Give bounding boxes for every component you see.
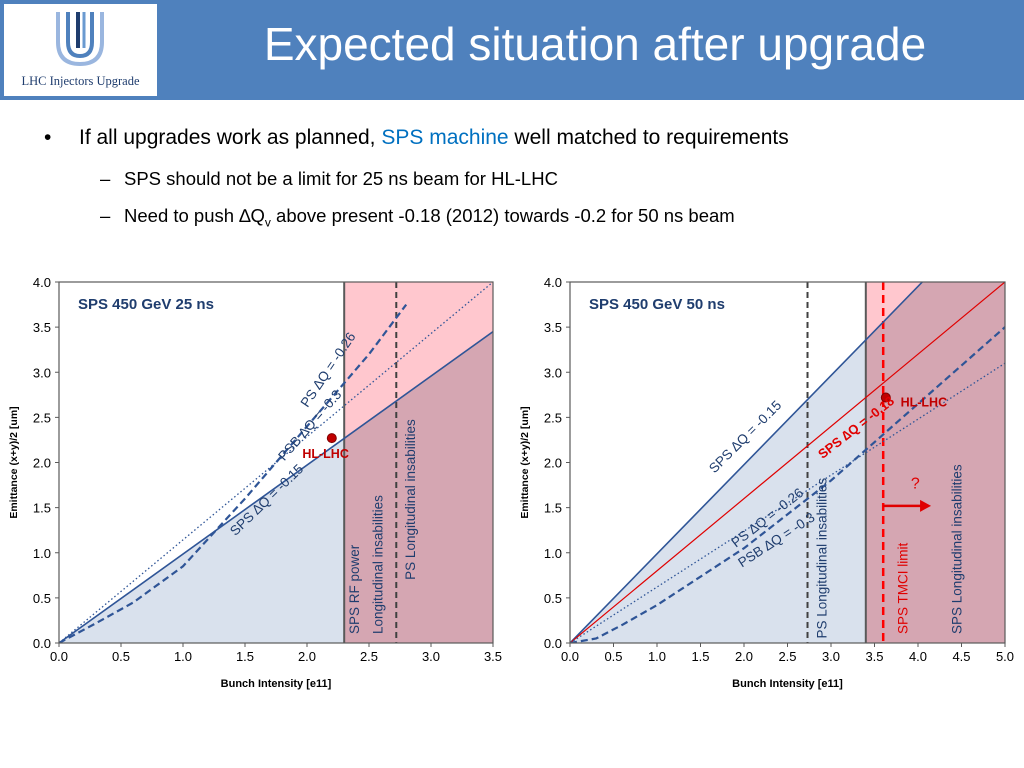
instability-overlap-fill <box>344 331 493 643</box>
logo-u-icon <box>56 12 104 67</box>
y-tick-label: 0.5 <box>33 591 51 606</box>
x-tick-label: 1.0 <box>174 649 192 664</box>
y-tick-label: 0.5 <box>544 591 562 606</box>
x-tick-label: 4.0 <box>909 649 927 664</box>
x-tick-label: 3.5 <box>865 649 883 664</box>
region-label-sps: SPS Longitudinal insabilities <box>950 464 965 634</box>
x-tick-label: 1.5 <box>236 649 254 664</box>
region-label-line2: Longitudinal insabilities <box>371 495 386 634</box>
sub-bullet-2-after: above present -0.18 (2012) towards -0.2 … <box>270 205 735 226</box>
title-bar: LHC Injectors Upgrade Expected situation… <box>0 0 1024 100</box>
y-tick-label: 3.5 <box>544 320 562 335</box>
series-line-0 <box>59 330 493 643</box>
x-tick-label: 5.0 <box>996 649 1014 664</box>
y-tick-label: 2.0 <box>544 456 562 471</box>
x-tick-label: 2.0 <box>735 649 753 664</box>
y-axis-label: Emittance (x+y)/2 [um] <box>519 406 531 518</box>
x-tick-label: 3.0 <box>422 649 440 664</box>
y-tick-label: 3.5 <box>33 320 51 335</box>
y-tick-label: 0.0 <box>33 636 51 651</box>
arrow-head-icon <box>920 499 932 512</box>
y-tick-label: 2.0 <box>33 456 51 471</box>
plot-area <box>59 282 493 643</box>
series-line-0 <box>570 282 923 643</box>
x-tick-label: 3.5 <box>484 649 502 664</box>
x-tick-label: 0.5 <box>112 649 130 664</box>
y-tick-label: 3.0 <box>544 365 562 380</box>
vline-label-tmci: SPS TMCI limit <box>896 542 911 634</box>
sub-bullet-2-text: Need to push ∆Qv above present -0.18 (20… <box>124 205 735 230</box>
bullet-dot: • <box>44 126 52 149</box>
y-tick-label: 0.0 <box>544 636 562 651</box>
x-tick-label: 3.0 <box>822 649 840 664</box>
bullet-main-highlight: SPS machine <box>381 126 509 149</box>
sub-bullet-dash: – <box>100 168 111 189</box>
y-tick-label: 1.5 <box>33 501 51 516</box>
y-tick-label: 1.5 <box>544 501 562 516</box>
annotation-question: ? <box>911 476 920 493</box>
series-line-2 <box>570 326 1005 643</box>
lhc-injectors-upgrade-logo: LHC Injectors Upgrade <box>4 4 157 96</box>
logo-text: LHC Injectors Upgrade <box>21 74 140 88</box>
chart-title: SPS 450 GeV 25 ns <box>78 296 214 313</box>
sub-bullet-1-text: SPS should not be a limit for 25 ns beam… <box>124 168 558 189</box>
chart-25ns: 0.0 0.5 1.0 1.5 2.0 2.5 3.0 3.5 0.0 0.5 1.0 1.5 2.0 2… <box>8 275 502 690</box>
point-label-hl-lhc: HL-LHC <box>901 396 948 410</box>
series-line-1 <box>570 282 1005 643</box>
vline-label-ps: PS Longitudinal insabilities <box>815 478 830 639</box>
vline-label-ps: PS Longitudinal insabilities <box>403 419 418 580</box>
y-tick-label: 3.0 <box>33 365 51 380</box>
x-tick-label: 0.0 <box>561 649 579 664</box>
y-tick-label: 4.0 <box>33 275 51 290</box>
x-axis-label: Bunch Intensity [e11] <box>221 678 332 690</box>
region-label-line1: SPS RF power <box>347 544 362 634</box>
y-tick-label: 1.0 <box>544 546 562 561</box>
x-tick-label: 1.0 <box>648 649 666 664</box>
y-axis-label: Emittance (x+y)/2 [um] <box>8 406 20 518</box>
sub-bullet-dash: – <box>100 205 111 226</box>
bullet-main-suffix: well matched to requirements <box>508 126 789 149</box>
series-line-1 <box>59 303 408 643</box>
instability-overlap-fill <box>865 282 1005 643</box>
x-tick-label: 2.5 <box>360 649 378 664</box>
x-tick-label: 2.0 <box>298 649 316 664</box>
point-label-hl-lhc: HL-LHC <box>302 447 349 461</box>
data-point-hl-lhc <box>326 433 337 444</box>
plot-area <box>570 282 1005 643</box>
x-tick-label: 0.0 <box>50 649 68 664</box>
data-point-hl-lhc <box>880 392 891 403</box>
x-axis-label: Bunch Intensity [e11] <box>732 678 843 690</box>
chart-title: SPS 450 GeV 50 ns <box>589 296 725 313</box>
x-tick-label: 4.5 <box>952 649 970 664</box>
x-tick-label: 0.5 <box>604 649 622 664</box>
page-title: Expected situation after upgrade <box>263 18 927 70</box>
bullet-main-text: If all upgrades work as planned, SPS mac… <box>79 126 789 150</box>
sub-bullet-2-subscript: v <box>264 215 271 230</box>
bullet-main-prefix: If all upgrades work as planned, <box>79 126 382 149</box>
sub-bullet-2-before: Need to push ∆Q <box>124 205 265 226</box>
y-tick-label: 2.5 <box>33 410 51 425</box>
x-tick-label: 1.5 <box>691 649 709 664</box>
charts-area: 0.0 0.5 1.0 1.5 2.0 2.5 3.0 3.5 0.0 0.5 1.0 1.5 2.0 2… <box>8 275 1014 690</box>
x-tick-label: 2.5 <box>778 649 796 664</box>
y-tick-label: 1.0 <box>33 546 51 561</box>
y-tick-label: 2.5 <box>544 410 562 425</box>
y-tick-label: 4.0 <box>544 275 562 290</box>
chart-50ns: 0.0 0.5 1.0 1.5 2.0 2.5 3.0 3.5 4.0 4.5 5.0 0.0 0.5 1… <box>519 275 1014 690</box>
